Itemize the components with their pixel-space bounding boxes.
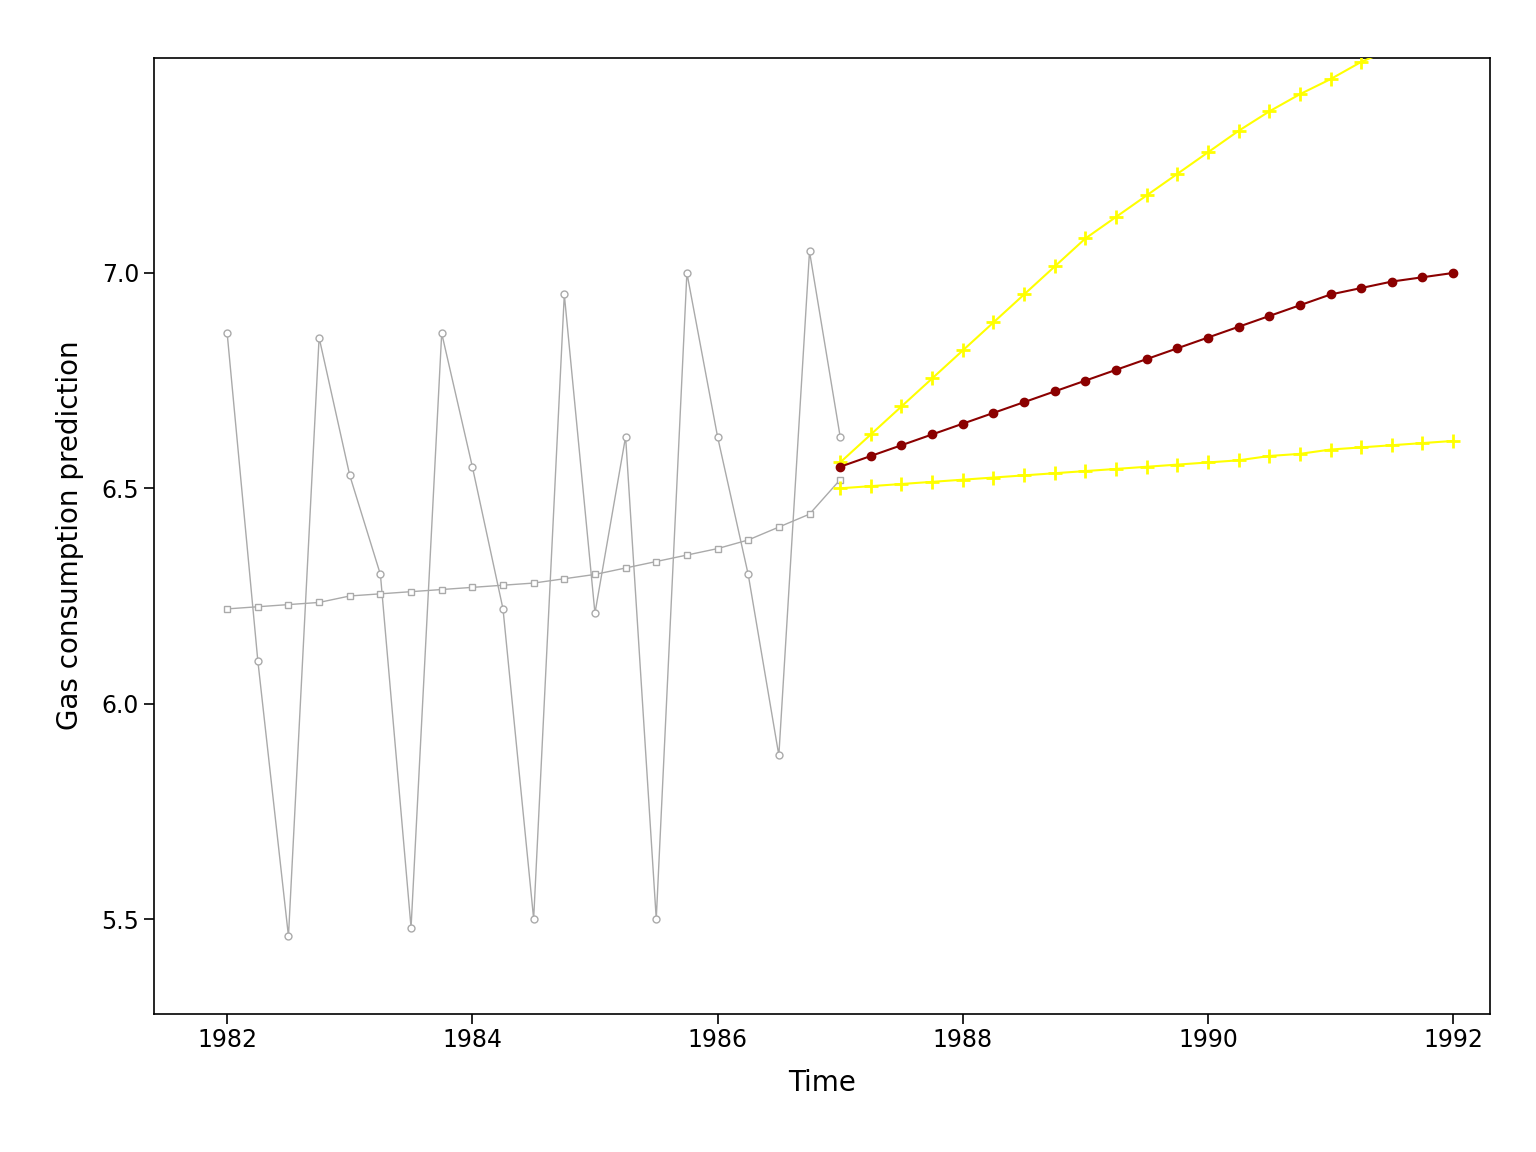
X-axis label: Time: Time bbox=[788, 1069, 856, 1097]
Y-axis label: Gas consumption prediction: Gas consumption prediction bbox=[57, 341, 84, 730]
